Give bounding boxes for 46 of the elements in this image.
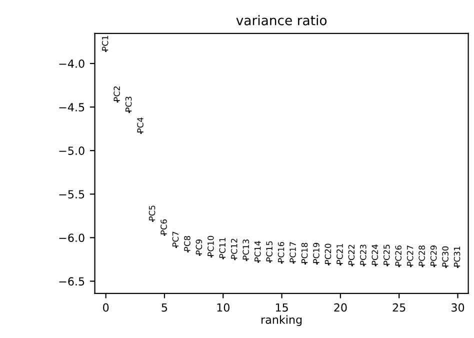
x-tick-label: 15	[276, 303, 288, 312]
x-tick-label: 0	[103, 303, 109, 312]
x-tick-label: 30	[452, 303, 464, 312]
x-tick-label: 25	[392, 303, 406, 312]
x-tick-label: 10	[217, 303, 230, 312]
data-label: PC23	[360, 244, 366, 265]
data-label: PC4	[137, 117, 144, 132]
data-label: PC25	[383, 244, 390, 265]
data-label: PC19	[313, 242, 320, 263]
data-label: PC1	[102, 36, 108, 50]
data-label: PC30	[442, 246, 448, 266]
x-axis-title: ranking	[262, 315, 302, 326]
y-tick-label: −6.5	[59, 277, 84, 286]
chart-title: variance ratio	[236, 15, 327, 26]
data-label: PC7	[172, 232, 179, 246]
data-label: PC17	[290, 242, 296, 262]
data-label: PC5	[148, 206, 156, 220]
y-tick-label: −4.5	[59, 103, 84, 112]
data-label: PC8	[184, 236, 190, 251]
data-label: PC26	[395, 245, 402, 266]
data-label: PC28	[418, 246, 425, 266]
data-label: PC6	[160, 219, 167, 234]
data-label: PC15	[266, 241, 272, 262]
data-label: PC18	[301, 242, 308, 263]
data-label: PC22	[348, 244, 355, 265]
data-label: PC20	[324, 244, 332, 264]
data-label: PC11	[219, 238, 226, 258]
y-tick-label: −5.0	[59, 146, 84, 155]
y-tick-label: −4.0	[59, 59, 84, 68]
data-label: PC21	[336, 244, 343, 264]
data-label: PC3	[125, 96, 132, 112]
data-label: PC12	[230, 238, 238, 259]
data-label: PC24	[372, 244, 378, 265]
x-tick-label: 5	[162, 303, 168, 312]
x-tick-label: 20	[334, 303, 347, 312]
data-label: PC16	[278, 242, 284, 262]
y-tick-label: −5.5	[59, 190, 84, 198]
data-label: PC14	[254, 241, 261, 262]
data-label: PC10	[208, 236, 214, 256]
data-label: PC29	[430, 246, 437, 266]
data-label: PC13	[242, 240, 250, 260]
data-label: PC2	[114, 86, 120, 101]
data-label: PC27	[406, 246, 414, 266]
data-label: PC9	[196, 240, 202, 254]
data-label: PC31	[454, 246, 460, 266]
y-tick-label: −6.0	[59, 234, 84, 242]
